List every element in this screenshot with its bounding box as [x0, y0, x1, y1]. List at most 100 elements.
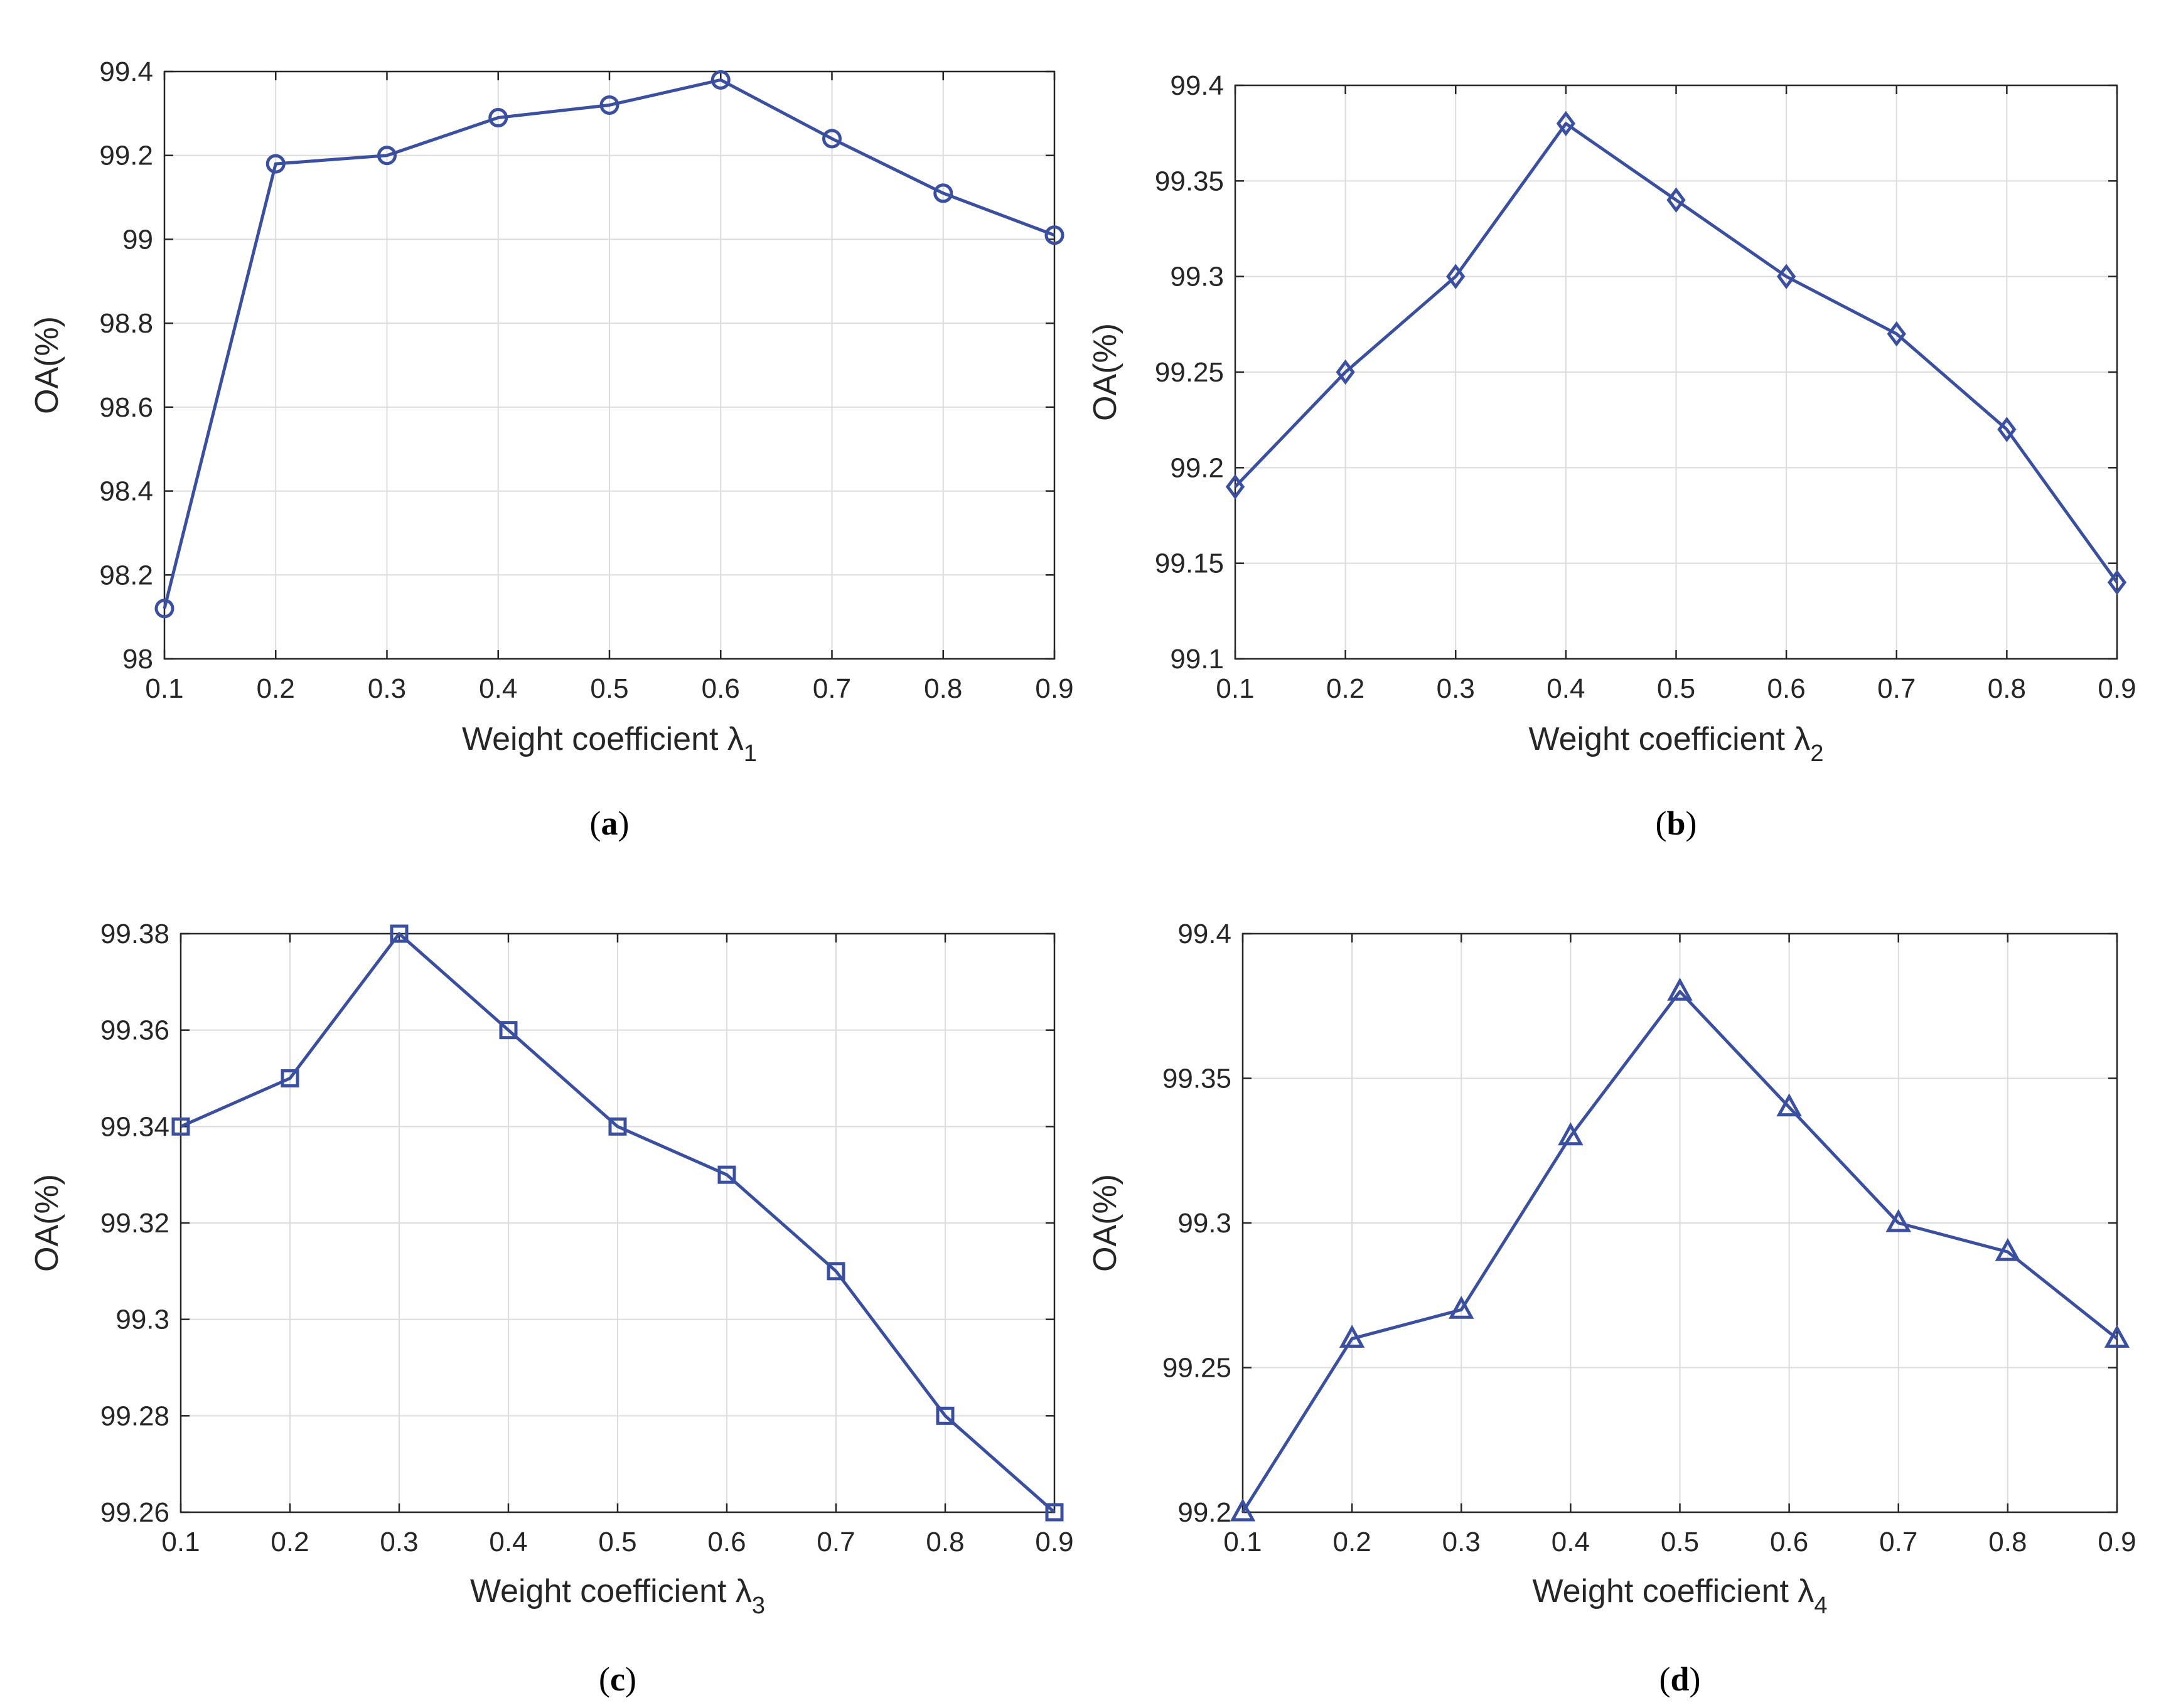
x-tick-label: 0.6 [1767, 673, 1806, 704]
y-tick-label: 99.28 [100, 1401, 169, 1431]
y-tick-label: 99.4 [1177, 919, 1231, 949]
x-tick-label: 0.5 [1657, 673, 1695, 704]
y-tick-label: 99.32 [100, 1208, 169, 1239]
caption-close-paren: ) [1686, 804, 1697, 842]
x-tick-label: 0.5 [1661, 1527, 1699, 1557]
x-tick-label: 0.5 [598, 1527, 636, 1557]
data-point-diamond [2107, 569, 2127, 595]
data-point-triangle [1995, 1237, 2021, 1261]
y-tick-label: 98.8 [99, 308, 153, 339]
x-tick-label: 0.4 [489, 1527, 527, 1557]
x-tick-label: 0.8 [924, 673, 962, 704]
data-point-triangle [1776, 1093, 1802, 1117]
data-point-diamond [1887, 321, 1906, 347]
data-point-circle [933, 183, 953, 203]
x-tick-label: 0.2 [271, 1527, 309, 1557]
y-tick-label: 99.25 [1155, 357, 1224, 388]
data-point-square [281, 1069, 299, 1087]
caption-open-paren: ( [1655, 804, 1666, 842]
x-tick-label: 0.3 [1442, 1527, 1481, 1557]
y-tick-label: 99.38 [100, 919, 169, 949]
y-tick-label: 98.2 [99, 560, 153, 590]
x-axis-label: Weight coefficient λ4 [1532, 1573, 1827, 1619]
data-point-circle [154, 599, 174, 619]
x-tick-label: 0.6 [707, 1527, 746, 1557]
panel-caption: (c) [599, 1660, 636, 1698]
x-tick-label: 0.3 [368, 673, 406, 704]
series-line [180, 932, 1056, 1513]
y-tick-label: 99 [122, 224, 153, 255]
data-point-diamond [1777, 264, 1796, 289]
data-point-circle [265, 154, 286, 174]
y-tick-label: 99.34 [100, 1111, 169, 1142]
data-point-square [390, 924, 409, 943]
chart-panel-c: 0.1 0.2 0.3 0.4 0.5 0.6 0.7 0.8 0.9 99.26 99.28 99.… [29, 919, 1074, 1698]
data-point-triangle [2104, 1325, 2130, 1348]
panel-caption: (d) [1659, 1660, 1700, 1698]
caption-close-paren: ) [618, 804, 630, 842]
data-point-square [1045, 1503, 1064, 1522]
x-tick-label: 0.2 [257, 673, 295, 704]
x-axis-label-subscript: 4 [1814, 1593, 1827, 1619]
y-axis-label: OA(%) [1087, 1174, 1123, 1272]
y-tick-label: 99.25 [1162, 1353, 1231, 1384]
caption-letter: d [1670, 1660, 1689, 1698]
data-point-circle [488, 108, 508, 128]
x-tick-label: 0.7 [817, 1527, 855, 1557]
x-axis-label: Weight coefficient λ1 [462, 721, 757, 767]
x-tick-label: 0.4 [1547, 673, 1585, 704]
data-point-square [717, 1165, 736, 1184]
data-point-circle [822, 129, 842, 149]
panel-caption: (a) [590, 804, 630, 842]
data-point-circle [1044, 225, 1064, 245]
data-point-circle [599, 95, 619, 115]
series-line [1241, 990, 2118, 1513]
caption-letter: c [610, 1660, 625, 1698]
chart-panel-a: 0.1 0.2 0.3 0.4 0.5 0.6 0.7 0.8 0.9 98 98.2 98.4 98.… [29, 56, 1074, 842]
data-point-diamond [1446, 264, 1466, 289]
y-tick-label: 99.35 [1162, 1064, 1231, 1094]
y-tick-label: 99.26 [100, 1497, 169, 1528]
data-point-triangle [1667, 978, 1693, 1001]
x-tick-label: 0.6 [1770, 1527, 1808, 1557]
y-tick-label: 98 [122, 644, 153, 675]
data-point-circle [710, 70, 731, 90]
x-tick-label: 0.7 [813, 673, 851, 704]
y-tick-label: 99.2 [1170, 452, 1224, 483]
x-tick-label: 0.1 [161, 1527, 200, 1557]
y-tick-label: 99.1 [1170, 644, 1224, 675]
x-tick-label: 0.1 [1216, 673, 1254, 704]
y-tick-label: 99.36 [100, 1015, 169, 1046]
data-point-diamond [1556, 110, 1575, 137]
data-point-diamond [1336, 359, 1355, 385]
data-point-diamond [1225, 474, 1245, 499]
x-tick-label: 0.2 [1326, 673, 1364, 704]
x-axis-label: Weight coefficient λ3 [470, 1573, 765, 1619]
x-tick-label: 0.1 [1223, 1527, 1262, 1557]
x-axis-label-text: Weight coefficient λ [1532, 1573, 1814, 1609]
y-tick-label: 99.4 [99, 56, 153, 87]
data-point-triangle [1885, 1209, 1911, 1232]
x-tick-label: 0.7 [1879, 1527, 1917, 1557]
x-tick-label: 0.9 [2098, 1527, 2136, 1557]
x-axis-label-text: Weight coefficient λ [470, 1573, 752, 1609]
data-point-square [608, 1117, 627, 1136]
x-axis-label-text: Weight coefficient λ [462, 721, 744, 757]
y-tick-label: 99.2 [99, 141, 153, 171]
x-tick-label: 0.9 [1035, 1527, 1073, 1557]
x-tick-label: 0.5 [590, 673, 628, 704]
data-point-triangle [1339, 1325, 1365, 1348]
x-tick-label: 0.6 [702, 673, 740, 704]
data-point-square [499, 1021, 518, 1040]
data-point-triangle [1230, 1498, 1256, 1522]
x-tick-label: 0.2 [1333, 1527, 1371, 1557]
x-tick-label: 0.9 [1035, 673, 1073, 704]
series-line [163, 78, 1055, 609]
series-line [1234, 122, 2119, 584]
x-tick-label: 0.4 [479, 673, 517, 704]
caption-open-paren: ( [599, 1660, 610, 1698]
caption-letter: b [1666, 804, 1685, 842]
caption-letter: a [601, 804, 618, 842]
x-tick-label: 0.8 [1988, 1527, 2027, 1557]
